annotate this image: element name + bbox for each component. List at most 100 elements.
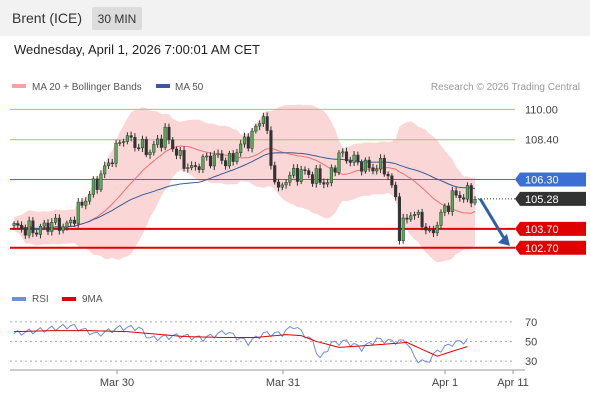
candle-body	[378, 157, 383, 170]
bollinger-band	[14, 104, 475, 263]
candle-body	[276, 181, 281, 188]
candle-body	[50, 222, 54, 232]
candle-body	[292, 168, 296, 176]
candle-body	[80, 201, 84, 206]
source-credit: Research © 2026 Trading Central	[431, 82, 580, 93]
candle-body	[61, 226, 65, 231]
timeframe-badge[interactable]: 30 MIN	[92, 7, 142, 30]
candle-body	[337, 152, 341, 173]
candle-body	[20, 224, 24, 229]
candle-body	[114, 142, 118, 164]
legend-label-ma20: MA 20 + Bollinger Bands	[32, 82, 142, 93]
rsi-tick-label: 50	[525, 336, 537, 348]
candle-body	[91, 178, 95, 195]
candle-body	[397, 196, 401, 241]
candle-body	[69, 219, 73, 224]
candle-body	[310, 174, 315, 184]
candle-body	[322, 182, 326, 185]
candle-body	[54, 217, 58, 223]
forecast-arrow-shaft	[478, 197, 507, 241]
candle-body	[110, 162, 114, 165]
candle-body	[375, 168, 379, 172]
candle-body	[367, 159, 371, 168]
candle-body	[220, 153, 224, 161]
candle-body	[16, 223, 20, 226]
legend-label-ma50: MA 50	[175, 82, 204, 93]
candle-body	[258, 123, 262, 127]
candle-body	[133, 137, 137, 148]
candle-body	[212, 154, 216, 167]
candle-body	[394, 184, 398, 198]
candle-body	[182, 150, 186, 169]
candle-body	[265, 116, 269, 131]
report-datetime: Wednesday, April 1, 2026 7:00:01 AM CET	[14, 42, 260, 57]
forecast-arrow-head	[498, 233, 510, 246]
candle-body	[65, 222, 69, 228]
candle-body	[420, 211, 424, 228]
candle-body	[205, 155, 209, 158]
candle-body	[333, 167, 337, 173]
candle-body	[106, 162, 111, 166]
candle-body	[314, 168, 318, 184]
candle-body	[424, 226, 428, 231]
x-tick-label: Mar 31	[266, 377, 300, 389]
rsi-tick-label: 70	[525, 317, 537, 329]
level-label: 106.30	[525, 175, 559, 187]
candle-body	[356, 154, 360, 163]
candle-body	[152, 144, 156, 153]
candle-body	[416, 211, 420, 215]
candle-body	[318, 168, 322, 183]
candle-body	[458, 194, 462, 199]
candle-body	[186, 167, 190, 169]
x-tick-label: Apr 11	[497, 377, 529, 389]
candle-body	[329, 167, 333, 183]
candle-body	[284, 182, 288, 186]
candle-body	[352, 154, 356, 163]
candle-body	[23, 228, 27, 236]
candle-body	[250, 130, 254, 149]
candle-body	[465, 185, 469, 200]
candle-body	[57, 217, 61, 231]
x-tick-label: Mar 30	[100, 377, 134, 389]
candle-body	[216, 153, 220, 156]
candle-body	[348, 160, 352, 163]
candle-body	[174, 148, 179, 156]
candle-body	[118, 142, 122, 144]
candle-body	[439, 211, 443, 226]
candle-body	[269, 130, 273, 166]
candle-body	[156, 138, 160, 145]
candle-body	[242, 136, 247, 145]
legend-label-rsi: RSI	[32, 294, 49, 305]
candle-body	[12, 223, 16, 226]
candle-body	[435, 225, 439, 234]
candle-body	[307, 170, 311, 175]
candle-body	[35, 232, 39, 235]
candle-body	[227, 153, 231, 167]
candle-body	[201, 156, 205, 170]
legend-swatch-9ma	[62, 297, 76, 301]
candle-body	[159, 138, 163, 148]
candle-body	[469, 185, 473, 204]
candle-body	[95, 178, 99, 190]
candle-body	[280, 184, 284, 188]
candle-body	[163, 126, 167, 148]
candle-body	[148, 151, 152, 156]
candle-body	[288, 175, 292, 183]
candle-body	[386, 173, 390, 177]
candle-body	[31, 220, 35, 234]
last-price-tag	[515, 191, 586, 206]
candle-body	[72, 219, 77, 224]
candle-body	[344, 151, 349, 162]
candle-body	[412, 214, 417, 217]
candle-body	[450, 190, 454, 212]
candle-body	[178, 150, 182, 156]
candle-body	[295, 168, 299, 182]
candle-body	[303, 169, 307, 171]
candle-body	[193, 165, 197, 167]
candle-body	[190, 165, 194, 168]
candle-body	[254, 125, 258, 132]
candle-body	[235, 152, 239, 162]
candle-body	[76, 201, 80, 224]
candle-body	[473, 199, 477, 204]
candle-body	[167, 126, 171, 141]
